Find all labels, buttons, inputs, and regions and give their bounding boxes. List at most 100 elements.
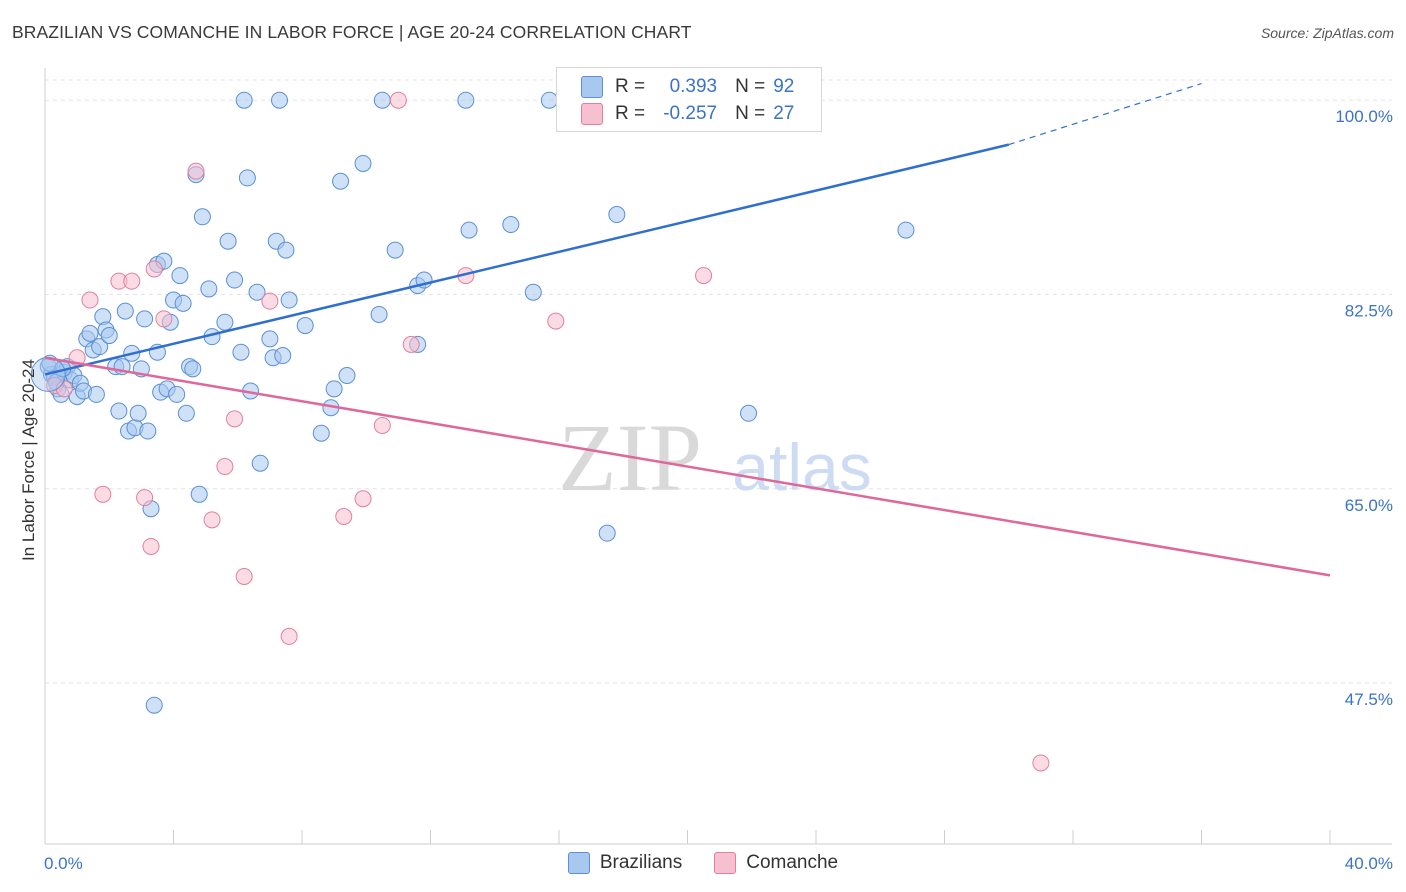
legend-row-brazilians: R = 0.393 N = 92 [581,74,794,100]
comanche-trend-line [44,356,1331,577]
brazilians-point [386,241,404,259]
n-value: 27 [773,103,795,124]
comanche-point [389,91,407,109]
brazilians-point [110,402,128,420]
brazilians-point [116,302,134,320]
brazilians-point [277,241,295,259]
r-label: R = [615,103,646,124]
brazilians-point [740,404,758,422]
comanche-point [373,416,391,434]
comanche-point [547,312,565,330]
brazilians-point [598,524,616,542]
brazilians-point [139,422,157,440]
legend-swatch-comanche [581,103,603,125]
y-tick-label: 65.0% [1345,496,1393,515]
chart-title: BRAZILIAN VS COMANCHE IN LABOR FORCE | A… [12,22,692,42]
brazilians-point [174,294,192,312]
y-tick-labels: 47.5% 65.0% 82.5% 100.0% [1335,107,1393,709]
comanche-point [136,489,154,507]
source-label: Source: ZipAtlas.com [1260,25,1394,41]
comanche-point [81,291,99,309]
brazilians-point [136,310,154,328]
brazilians-point [226,271,244,289]
comanche-point [216,458,234,476]
axes [44,68,1392,845]
brazilians-point [145,696,163,714]
brazilians-point [897,221,915,239]
comanche-point [1032,754,1050,772]
comanche-point [123,272,141,290]
watermark-atlas: atlas [732,430,871,504]
n-label: N = [735,103,766,124]
brazilians-point [271,91,289,109]
brazilians-point [502,216,520,234]
brazilians-point [216,313,234,331]
brazilians-point [460,221,478,239]
legend-swatch-brazilians [581,76,603,98]
brazilians-point [193,208,211,226]
comanche-point [335,508,353,526]
brazilians-point [184,360,202,378]
brazilians-trend-extension [1008,82,1202,146]
y-axis-label: In Labor Force | Age 20-24 [19,359,38,561]
legend-row-comanche: R = -0.257 N = 27 [581,101,794,127]
data-points [30,91,1050,772]
brazilians-point [248,283,266,301]
r-value: -0.257 [663,103,718,124]
brazilians-point [457,91,475,109]
brazilians-point [608,206,626,224]
legend-label-brazilians: Brazilians [599,852,683,873]
brazilians-point [238,169,256,187]
comanche-point [145,260,163,278]
brazilians-point [200,280,218,298]
brazilians-point [81,324,99,342]
brazilians-point [524,283,542,301]
comanche-point [94,485,112,503]
x-tick-label: 40.0% [1345,854,1393,873]
n-value: 92 [773,76,795,97]
brazilians-point [296,317,314,335]
comanche-point [235,567,253,585]
brazilians-trend-line [44,143,1010,376]
brazilians-point [232,343,250,361]
comanche-point [402,335,420,353]
legend-item-comanche[interactable]: Comanche [714,852,838,874]
legend-label-comanche: Comanche [746,852,839,873]
brazilians-point [354,154,372,172]
y-tick-label: 47.5% [1345,690,1393,709]
y-tick-label: 82.5% [1345,301,1393,320]
brazilians-point [87,385,105,403]
brazilians-point [91,338,109,356]
comanche-point [155,310,173,328]
brazilians-point [312,424,330,442]
x-tick-label: 0.0% [44,854,83,873]
brazilians-point [171,267,189,285]
brazilians-point [168,385,186,403]
brazilians-point [190,485,208,503]
brazilians-point [251,454,269,472]
series-legend: Brazilians Comanche [0,852,1406,874]
brazilians-point [280,291,298,309]
y-tick-label: 100.0% [1335,107,1393,126]
comanche-point [280,627,298,645]
brazilians-point [370,305,388,323]
x-tick-labels: 0.0% 40.0% [44,854,1393,873]
brazilians-point [177,404,195,422]
legend-item-brazilians[interactable]: Brazilians [567,852,683,874]
comanche-point [203,511,221,529]
r-label: R = [615,76,646,97]
brazilians-point [338,367,356,385]
brazilians-point [373,91,391,109]
watermark: ZIP atlas [558,404,872,511]
brazilians-point [325,380,343,398]
comanche-point [695,267,713,285]
comanche-point [226,410,244,428]
comanche-point [354,490,372,508]
comanche-point [261,292,279,310]
brazilians-point [274,347,292,365]
r-value: 0.393 [669,76,718,97]
correlation-legend: R = 0.393 N = 92 R = -0.257 N = 27 [556,67,822,132]
comanche-point [142,537,160,555]
brazilians-point [261,330,279,348]
